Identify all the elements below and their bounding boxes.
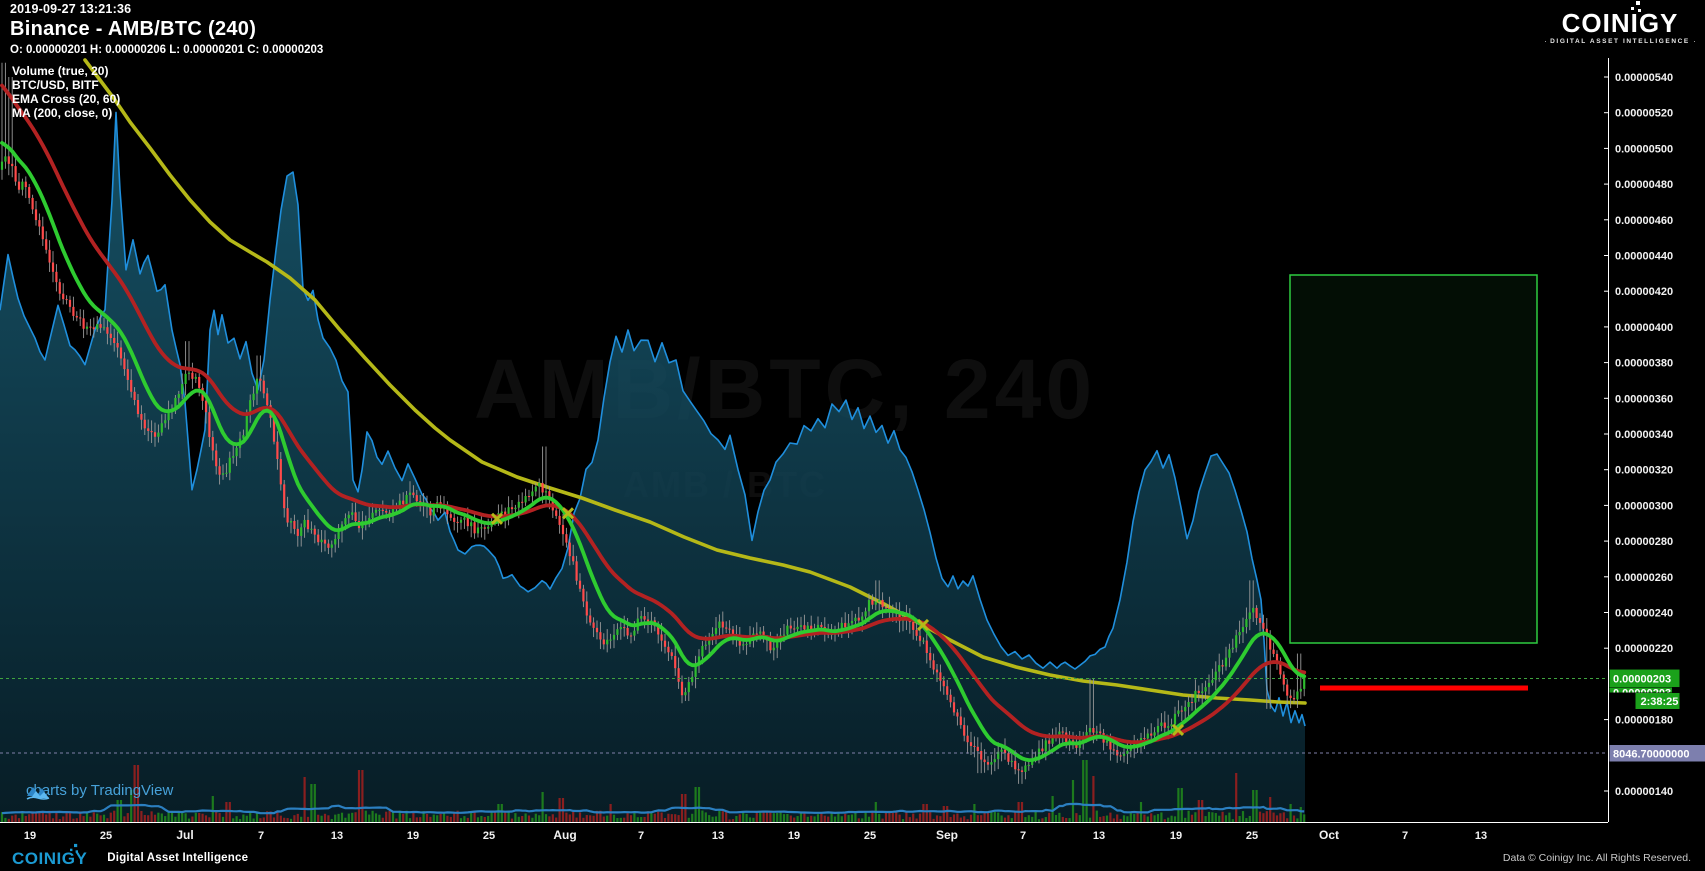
volume-ma-line — [1, 802, 1305, 815]
svg-text:25: 25 — [1246, 830, 1258, 842]
svg-text:7: 7 — [638, 830, 644, 842]
svg-text:19: 19 — [788, 830, 800, 842]
tradingview-attribution[interactable]: charts by TradingView — [26, 782, 174, 800]
svg-text:Oct: Oct — [1319, 828, 1339, 842]
chart-header: 2019-09-27 13:21:36 Binance - AMB/BTC (2… — [10, 2, 323, 56]
svg-text:0.00000240: 0.00000240 — [1615, 608, 1673, 620]
svg-text:13: 13 — [331, 830, 343, 842]
svg-text:0.00000540: 0.00000540 — [1615, 72, 1673, 84]
ema60-line — [0, 83, 1307, 744]
legend-item-btcusd[interactable]: BTC/USD, BITF — [12, 78, 99, 92]
svg-text:0.00000203: 0.00000203 — [1613, 688, 1671, 700]
btcusd-price-tag — [1609, 745, 1705, 762]
footer-bar: COINIGY Digital Asset Intelligence Data … — [0, 843, 1705, 871]
legend-item-ema-cross[interactable]: EMA Cross (20, 60) — [12, 92, 121, 106]
ma200-line — [83, 58, 1307, 705]
footer-tagline: Digital Asset Intelligence — [107, 852, 249, 864]
ema-cross-markers — [490, 507, 1185, 736]
svg-text:0.00000320: 0.00000320 — [1615, 465, 1673, 477]
candle-countdown-tag — [1635, 693, 1680, 709]
svg-text:7: 7 — [1020, 830, 1026, 842]
svg-text:0.00000480: 0.00000480 — [1615, 179, 1673, 191]
svg-text:0.00000440: 0.00000440 — [1615, 251, 1673, 263]
hidden-price-tag — [1609, 687, 1672, 693]
svg-text:8046.70000000: 8046.70000000 — [1613, 749, 1689, 761]
svg-text:Aug: Aug — [553, 828, 576, 842]
attribution-text: charts by TradingView — [26, 782, 174, 799]
legend-item-ma200[interactable]: MA (200, close, 0) — [12, 106, 113, 120]
indicator-legend: Volume (true, 20) BTC/USD, BITF EMA Cros… — [12, 64, 120, 120]
svg-text:0.00000400: 0.00000400 — [1615, 322, 1673, 334]
svg-text:Jul: Jul — [176, 828, 193, 842]
svg-text:Sep: Sep — [936, 828, 958, 842]
time-axis[interactable]: 19 25 Jul 7 13 19 25 Aug 7 13 19 25 Sep 7 13 19 25 Oct 7 13 — [0, 822, 1608, 843]
legend-item-volume[interactable]: Volume (true, 20) — [12, 64, 109, 78]
candlestick-series — [0, 62, 1306, 784]
svg-text:2:38:25: 2:38:25 — [1641, 696, 1679, 708]
svg-text:0.00000380: 0.00000380 — [1615, 358, 1673, 370]
svg-text:0.00000220: 0.00000220 — [1615, 643, 1673, 655]
svg-text:0.00000360: 0.00000360 — [1615, 393, 1673, 405]
price-axis[interactable]: 0.00000540 0.00000520 0.00000500 0.00000480… — [1604, 58, 1673, 822]
rect-drawing[interactable] — [1289, 274, 1538, 644]
svg-text:7: 7 — [1402, 830, 1408, 842]
svg-text:25: 25 — [100, 830, 112, 842]
coinigy-logo-mark-icon — [1631, 1, 1643, 13]
btcusd-area-series — [0, 111, 1306, 822]
svg-text:13: 13 — [712, 830, 724, 842]
svg-text:0.00000260: 0.00000260 — [1615, 572, 1673, 584]
svg-text:0.00000180: 0.00000180 — [1615, 715, 1673, 727]
svg-text:19: 19 — [407, 830, 419, 842]
coinigy-tagline: DIGITAL ASSET INTELLIGENCE — [1550, 38, 1690, 45]
svg-text:0.00000280: 0.00000280 — [1615, 536, 1673, 548]
svg-text:19: 19 — [1170, 830, 1182, 842]
last-price-tag — [1609, 669, 1680, 688]
svg-text:0.00000300: 0.00000300 — [1615, 500, 1673, 512]
svg-text:0.00000140: 0.00000140 — [1615, 786, 1673, 798]
svg-text:0.00000203: 0.00000203 — [1613, 674, 1671, 686]
ohlc-readout: O: 0.00000201 H: 0.00000206 L: 0.0000020… — [10, 44, 324, 56]
coinigy-logo: COINIGY DIGITAL ASSET INTELLIGENCE — [1545, 1, 1695, 45]
svg-text:25: 25 — [864, 830, 876, 842]
svg-text:13: 13 — [1475, 830, 1487, 842]
svg-text:0.00000420: 0.00000420 — [1615, 286, 1673, 298]
page-title: Binance - AMB/BTC (240) — [10, 18, 257, 40]
svg-text:AMB/BTC, 240: AMB/BTC, 240 — [474, 342, 1096, 436]
svg-text:0.00000340: 0.00000340 — [1615, 429, 1673, 441]
svg-text:7: 7 — [258, 830, 264, 842]
footer-coinigy-logo: COINIGY — [12, 848, 88, 868]
footer-coinigy-mark-icon — [70, 843, 78, 853]
ema20-line — [0, 141, 1307, 762]
footer-copyright: Data © Coinigy Inc. All Rights Reserved. — [1502, 852, 1691, 864]
svg-text:0.00000460: 0.00000460 — [1615, 215, 1673, 227]
drawing-tools[interactable] — [1289, 274, 1538, 691]
coinigy-logo-text: COINIGY — [1561, 8, 1679, 38]
reference-lines — [0, 678, 1608, 754]
svg-text:0.00000500: 0.00000500 — [1615, 143, 1673, 155]
tradingview-logo-icon — [26, 787, 50, 800]
svg-text:13: 13 — [1093, 830, 1105, 842]
timestamp: 2019-09-27 13:21:36 — [10, 2, 132, 16]
svg-text:19: 19 — [24, 830, 36, 842]
svg-text:0.00000520: 0.00000520 — [1615, 108, 1673, 120]
svg-text:25: 25 — [483, 830, 495, 842]
